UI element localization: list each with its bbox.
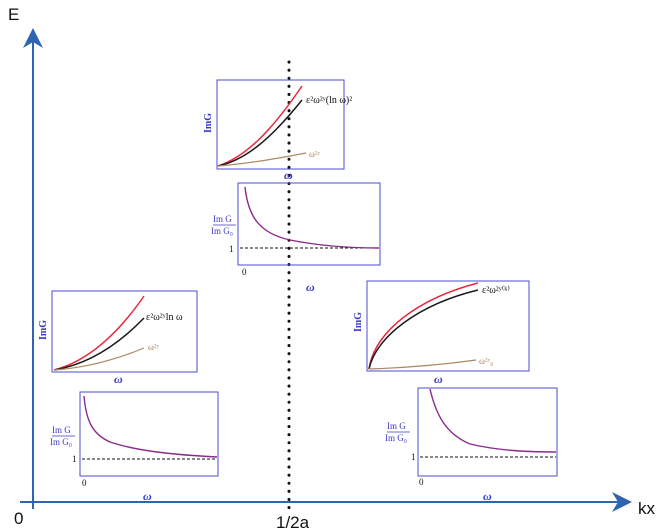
left-ratio-panel: 1 0 Im G Im G₀ ω <box>50 391 219 503</box>
panel-xlabel: ω <box>114 372 123 386</box>
panel-frame <box>237 182 381 266</box>
ratio-denominator: Im G₀ <box>50 437 72 447</box>
curve-purple <box>244 186 380 249</box>
origin-label: 0 <box>14 509 23 528</box>
panel-xlabel: ω <box>306 280 315 294</box>
curve-black <box>217 99 303 167</box>
curve-brown <box>217 152 307 167</box>
panel-xlabel: ω <box>483 489 492 503</box>
tick-x-label: 0 <box>82 478 87 488</box>
panel-frame <box>51 290 198 373</box>
ratio-numerator: Im G <box>387 421 406 431</box>
y-axis-label: E <box>8 5 19 24</box>
right-ratio-panel: 1 0 Im G Im G₀ ω <box>385 387 558 503</box>
panel-ylabel: ImG <box>353 312 364 332</box>
top-img-panel: ε²ω²ʸ(ln ω)² ω²ʸ ImG ω <box>203 79 352 182</box>
curve-brown-label: ω²ʸ₀ <box>479 356 493 366</box>
x-axis-label: kx <box>638 499 656 518</box>
right-img-panel: ε²ω²ʸ⁽ᵏ⁾ ω²ʸ₀ ImG ω <box>353 280 530 386</box>
curve-brown <box>368 359 477 370</box>
panel-frame <box>366 280 530 372</box>
ratio-numerator: Im G <box>52 425 71 435</box>
curve-brown-label: ω²ʸ <box>148 342 160 352</box>
panel-xlabel: ω <box>143 489 152 503</box>
panel-ylabel: ImG <box>203 113 214 133</box>
panel-frame <box>216 79 345 170</box>
panel-ylabel: ImG <box>38 320 49 340</box>
ratio-denominator: Im G₀ <box>211 226 233 236</box>
ratio-denominator: Im G₀ <box>385 433 407 443</box>
tick-y-label: 1 <box>229 244 234 254</box>
curve-red <box>368 282 479 370</box>
zone-boundary-label: 1/2a <box>276 513 310 530</box>
panel-xlabel: ω <box>434 372 443 386</box>
curve-purple <box>83 395 218 458</box>
panel-frame <box>79 391 219 477</box>
curve-black-label: ε²ω²ʸ(ln ω)² <box>306 95 352 106</box>
curve-black-label: ε²ω²ʸ⁽ᵏ⁾ <box>482 285 510 296</box>
tick-x-label: 0 <box>242 267 247 277</box>
curve-black <box>368 289 479 370</box>
tick-y-label: 1 <box>411 452 416 462</box>
panel-frame <box>417 387 558 477</box>
curve-purple <box>429 388 557 453</box>
panel-xlabel: ω <box>284 168 293 182</box>
curve-red <box>53 295 145 371</box>
curve-brown <box>53 347 145 371</box>
tick-x-label: 0 <box>419 477 424 487</box>
curve-red <box>217 85 303 167</box>
top-ratio-panel: 1 0 Im G Im G₀ ω <box>211 182 381 294</box>
ratio-numerator: Im G <box>213 214 232 224</box>
curve-black <box>53 317 145 371</box>
curve-brown-label: ω²ʸ <box>309 149 321 159</box>
curve-black-label: ε²ω²ʸln ω <box>146 312 183 323</box>
left-img-panel: ε²ω²ʸln ω ω²ʸ ImG ω <box>38 290 198 386</box>
tick-y-label: 1 <box>72 454 77 464</box>
